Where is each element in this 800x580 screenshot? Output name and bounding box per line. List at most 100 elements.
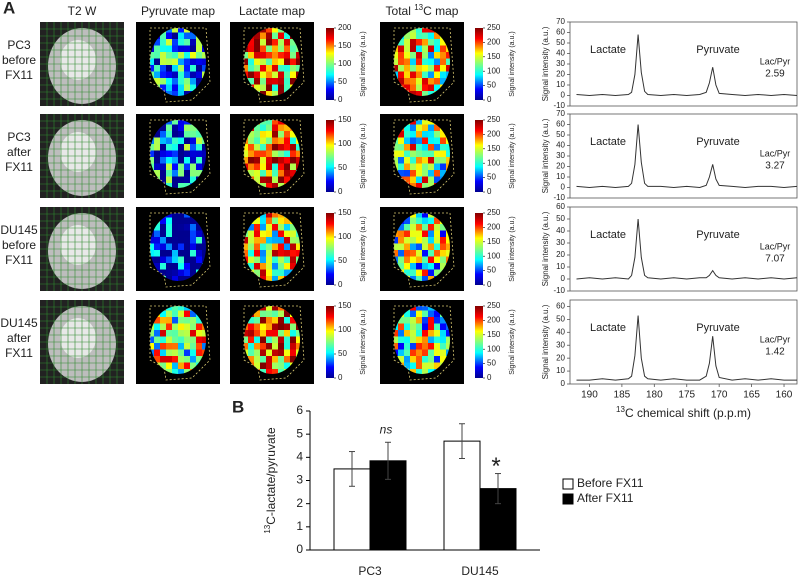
heatmap-cell — [254, 224, 261, 231]
heatmap-cell — [440, 52, 447, 59]
heatmap-cell — [166, 230, 173, 238]
heatmap-cell — [422, 157, 429, 164]
heatmap-cell — [190, 144, 197, 151]
heatmap-cell — [266, 58, 273, 66]
heatmap-cell — [166, 137, 173, 145]
colorbar-tick-label: 150 — [487, 52, 501, 61]
heatmap-cell — [154, 243, 161, 251]
heatmap-cell — [248, 163, 255, 171]
colorbar-tick-label: 150 — [487, 330, 501, 339]
heatmap-image — [230, 300, 314, 384]
heatmap-cell — [428, 120, 435, 125]
colorbar-tick-label: 250 — [487, 23, 501, 32]
heatmap-cell — [404, 157, 411, 164]
heatmap-cell — [398, 356, 405, 363]
heatmap-cell — [166, 217, 173, 225]
heatmap-cell — [422, 144, 429, 151]
heatmap-cell — [260, 45, 267, 53]
heatmap-cell — [166, 58, 173, 66]
colorbar-tick-label: 150 — [338, 301, 352, 310]
heatmap-cell — [266, 330, 273, 337]
heatmap-cell — [190, 163, 197, 171]
heatmap-cell — [172, 356, 179, 363]
heatmap-cell — [394, 71, 399, 79]
outline — [149, 119, 211, 195]
colorbar-tick-label: 200 — [487, 223, 501, 232]
colorbar-tick-label: 100 — [338, 325, 352, 334]
heatmap-cell — [178, 131, 185, 138]
heatmap-cell — [434, 170, 441, 177]
heatmap-cell — [410, 362, 417, 370]
heatmap-cell — [196, 45, 203, 53]
colorbar-tick-label: 0 — [338, 95, 343, 104]
heatmap-cell — [272, 356, 279, 363]
heatmap-cell — [284, 230, 291, 238]
heatmap-cell — [260, 343, 267, 350]
y-tick-label: 50 — [556, 214, 565, 223]
x-tick-label: 180 — [646, 390, 663, 401]
heatmap-cell — [422, 237, 429, 244]
heatmap-cell — [254, 176, 261, 184]
heatmap-cell — [254, 317, 261, 324]
annotation: Lactate — [590, 229, 626, 241]
heatmap-cell — [190, 137, 197, 145]
heatmap-cell — [248, 45, 255, 53]
heatmap-cell — [184, 362, 191, 370]
heatmap-cell — [184, 276, 191, 281]
heatmap-cell — [190, 150, 197, 158]
header-text: C map — [423, 4, 459, 18]
heatmap-cell — [248, 323, 255, 331]
heatmap-cell — [272, 120, 279, 125]
heatmap-cell — [190, 157, 197, 164]
heatmap-cell — [150, 343, 155, 350]
heatmap-cell — [394, 157, 399, 164]
heatmap-cell — [416, 230, 423, 238]
heatmap-cell — [248, 263, 255, 270]
heatmap-cell — [154, 137, 161, 145]
heatmap-cell — [254, 45, 261, 53]
heatmap-cell — [296, 157, 300, 164]
heatmap-cell — [178, 276, 185, 281]
heatmap-cell — [290, 323, 297, 331]
heatmap-cell — [428, 91, 435, 96]
heatmap-cell — [154, 224, 161, 231]
heatmap-cell — [416, 84, 423, 92]
heatmap-cell — [284, 362, 291, 370]
y-tick-label: 50 — [556, 38, 565, 47]
colorbar-tick-label: 100 — [487, 158, 501, 167]
heatmap-cell — [184, 217, 191, 225]
heatmap-cell — [290, 144, 297, 151]
heatmap-cell — [284, 170, 291, 177]
heatmap-cell — [160, 137, 167, 145]
heatmap-cell — [172, 263, 179, 270]
heatmap-cell — [278, 157, 285, 164]
heatmap-cell — [178, 369, 185, 374]
heatmap-cell — [434, 343, 441, 350]
y-tick-label: 0 — [561, 183, 566, 192]
heatmap-cell — [184, 243, 191, 251]
heatmap-cell — [398, 256, 405, 264]
heatmap-cell — [160, 323, 167, 331]
heatmap-cell — [290, 243, 297, 251]
heatmap-cell — [398, 137, 405, 145]
heatmap-cell — [160, 78, 167, 85]
heatmap-cell — [440, 224, 447, 231]
heatmap-cell — [260, 256, 267, 264]
x-tick-label: 190 — [581, 390, 598, 401]
heatmap-cell — [428, 224, 435, 231]
heatmap-cell — [266, 243, 273, 251]
heatmap-cell — [266, 317, 273, 324]
heatmap-cell — [244, 330, 249, 337]
heatmap-cell — [416, 263, 423, 270]
y-axis-label: Signal intensity (a.u.) — [541, 26, 550, 101]
heatmap-cell — [248, 256, 255, 264]
annotation: Lactate — [590, 322, 626, 334]
heatmap-cell — [278, 250, 285, 257]
heatmap-cell — [196, 250, 203, 257]
heatmap-cell — [410, 78, 417, 85]
heatmap-cell — [254, 124, 261, 132]
heatmap-cell — [446, 336, 450, 344]
heatmap-cell — [266, 310, 273, 318]
colorbar-tick-label: 100 — [487, 66, 501, 75]
colorbar-tick-label: 0 — [338, 373, 343, 382]
